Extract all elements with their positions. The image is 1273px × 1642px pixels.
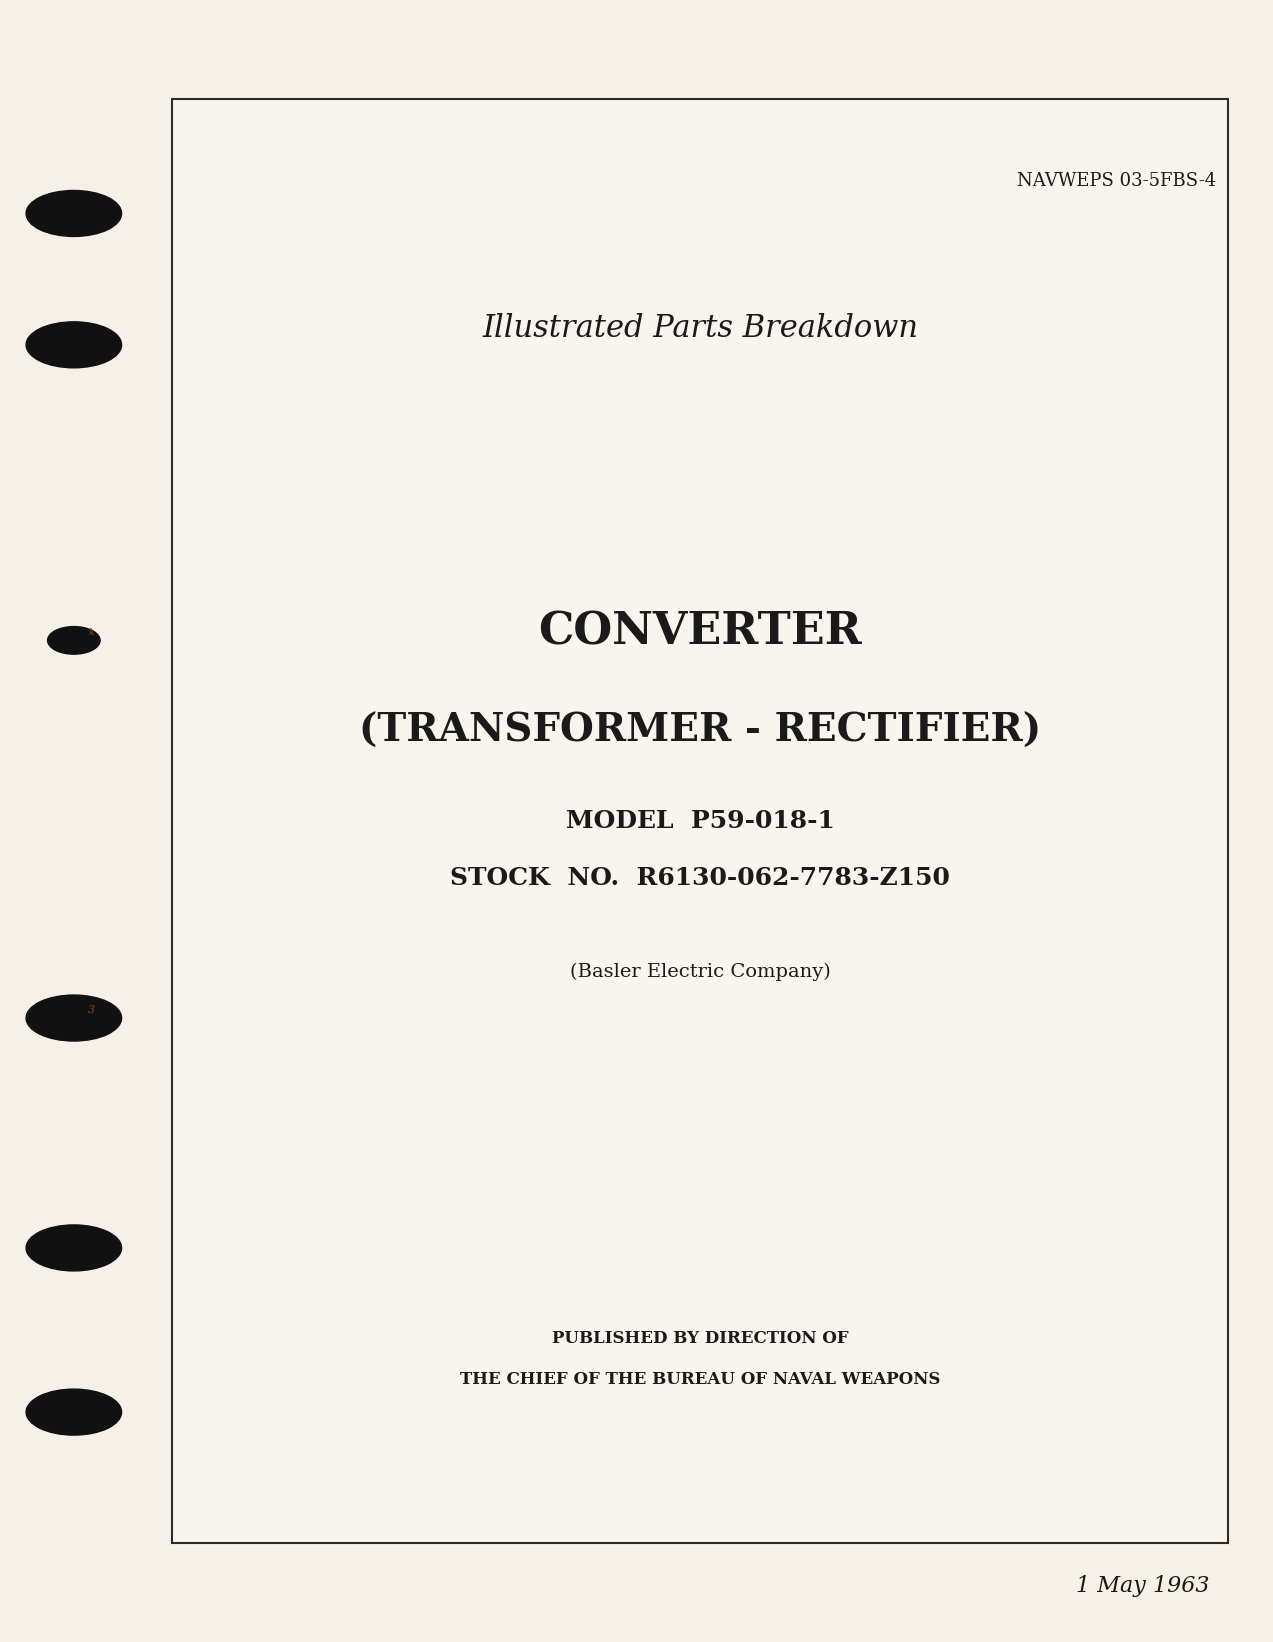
FancyBboxPatch shape	[172, 99, 1228, 1543]
Text: MODEL  P59-018-1: MODEL P59-018-1	[565, 810, 835, 832]
Text: k: k	[89, 627, 94, 637]
Ellipse shape	[25, 1225, 122, 1271]
Ellipse shape	[25, 995, 122, 1041]
Text: (TRANSFORMER - RECTIFIER): (TRANSFORMER - RECTIFIER)	[359, 711, 1041, 750]
Text: THE CHIEF OF THE BUREAU OF NAVAL WEAPONS: THE CHIEF OF THE BUREAU OF NAVAL WEAPONS	[460, 1371, 941, 1387]
Ellipse shape	[25, 322, 122, 368]
Text: 3: 3	[88, 1005, 95, 1015]
Text: CONVERTER: CONVERTER	[538, 611, 862, 654]
Text: STOCK  NO.  R6130-062-7783-Z150: STOCK NO. R6130-062-7783-Z150	[451, 867, 950, 890]
Ellipse shape	[25, 1389, 122, 1435]
Text: 1 May 1963: 1 May 1963	[1076, 1575, 1209, 1598]
Text: NAVWEPS 03-5FBS-4: NAVWEPS 03-5FBS-4	[1017, 172, 1216, 190]
Text: PUBLISHED BY DIRECTION OF: PUBLISHED BY DIRECTION OF	[551, 1330, 849, 1346]
Text: (Basler Electric Company): (Basler Electric Company)	[570, 962, 830, 982]
Ellipse shape	[47, 627, 101, 654]
Text: Illustrated Parts Breakdown: Illustrated Parts Breakdown	[482, 314, 918, 343]
Ellipse shape	[25, 190, 122, 236]
